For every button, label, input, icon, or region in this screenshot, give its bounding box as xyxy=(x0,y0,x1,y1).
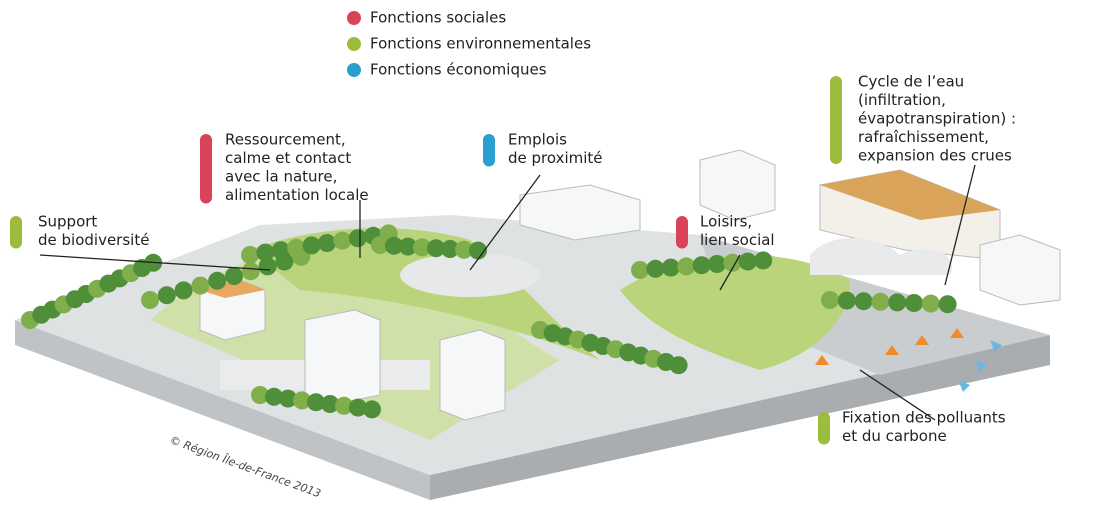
annotation-text: (infiltration, xyxy=(858,91,946,109)
tree xyxy=(303,236,321,254)
annotation-text: expansion des crues xyxy=(858,147,1012,165)
annotation-text: Ressourcement, xyxy=(225,131,346,149)
tree xyxy=(939,295,957,313)
tree xyxy=(905,294,923,312)
annotation-bar xyxy=(676,216,688,249)
tree xyxy=(272,241,290,259)
annotation-bar xyxy=(483,134,495,167)
annotation-text: et du carbone xyxy=(842,427,947,445)
tree xyxy=(287,239,305,257)
tree xyxy=(333,232,351,250)
tree xyxy=(855,292,873,310)
tree xyxy=(225,267,243,285)
annotation-text: Support xyxy=(38,213,97,231)
tree xyxy=(739,253,757,271)
annotation-text: Cycle de l’eau xyxy=(858,73,964,91)
tree xyxy=(677,257,695,275)
tree xyxy=(349,229,367,247)
annotation-text: lien social xyxy=(700,231,775,249)
annotation-bar xyxy=(200,134,212,204)
tree xyxy=(191,277,209,295)
annotation-text: de biodiversité xyxy=(38,231,149,249)
annotation-bar xyxy=(818,412,830,445)
tree xyxy=(662,259,680,277)
tree xyxy=(256,244,274,262)
annotation-bar xyxy=(830,76,842,164)
tree xyxy=(363,400,381,418)
tree xyxy=(158,286,176,304)
annotation-text: avec la nature, xyxy=(225,168,337,186)
tree xyxy=(670,356,688,374)
annotation-text: alimentation locale xyxy=(225,186,369,204)
annotation-text: rafraîchissement, xyxy=(858,128,989,146)
tree xyxy=(708,255,726,273)
tree xyxy=(241,246,259,264)
tree xyxy=(208,272,226,290)
tree xyxy=(242,262,260,280)
annotation-text: de proximité xyxy=(508,149,603,167)
legend-label: Fonctions économiques xyxy=(370,61,547,79)
legend-label: Fonctions environnementales xyxy=(370,35,591,53)
tree xyxy=(175,281,193,299)
legend-dot xyxy=(347,37,361,51)
legend-dot xyxy=(347,11,361,25)
annotation-text: Loisirs, xyxy=(700,213,752,231)
annotation-text: Emplois xyxy=(508,131,567,149)
tree xyxy=(646,260,664,278)
illustration: Fonctions sociales Fonctions environnemen… xyxy=(0,0,1104,508)
tree xyxy=(871,293,889,311)
tree xyxy=(922,295,940,313)
annotation-text: Fixation des polluants xyxy=(842,409,1006,427)
annotation-text: évapotranspiration) : xyxy=(858,110,1016,128)
tree xyxy=(821,291,839,309)
tree xyxy=(318,234,336,252)
tree xyxy=(631,261,649,279)
city-scene xyxy=(15,150,1060,500)
tree xyxy=(888,293,906,311)
tree xyxy=(693,256,711,274)
annotation-bar xyxy=(10,216,22,249)
tree xyxy=(754,251,772,269)
tree xyxy=(141,291,159,309)
legend-label: Fonctions sociales xyxy=(370,9,506,27)
tree xyxy=(838,292,856,310)
legend-dot xyxy=(347,63,361,77)
annotation-text: calme et contact xyxy=(225,149,351,167)
